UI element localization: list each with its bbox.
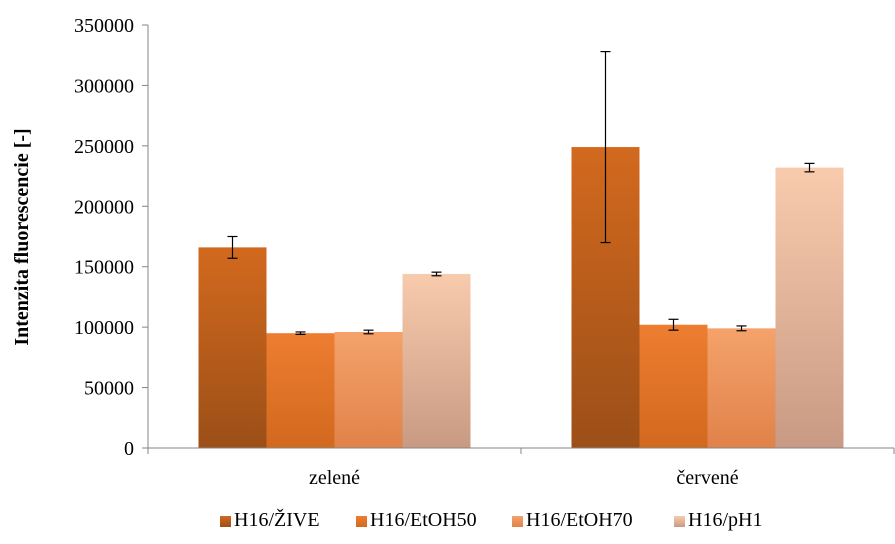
bar	[198, 247, 267, 448]
bar	[266, 333, 335, 448]
legend-label: H16/ŽIVE	[234, 508, 320, 531]
y-tick-label: 200000	[74, 196, 134, 218]
y-tick-label: 50000	[84, 378, 134, 400]
x-tick-label: zelené	[309, 467, 360, 489]
bar	[707, 328, 776, 448]
x-tick-label: červené	[676, 467, 738, 489]
y-tick-label: 300000	[74, 75, 134, 97]
legend-swatch	[512, 516, 523, 527]
y-tick-label: 350000	[74, 15, 134, 37]
y-tick-label: 100000	[74, 317, 134, 339]
bar	[639, 324, 708, 448]
legend: H16/ŽIVE H16/EtOH50 H16/EtOH70 H16/pH1	[220, 508, 762, 531]
legend-swatch	[674, 516, 685, 527]
bar	[334, 331, 403, 448]
y-tick-label: 150000	[74, 257, 134, 279]
y-axis-title: Intenzita fluorescencie [-]	[11, 128, 33, 345]
bar	[402, 273, 471, 448]
y-tick-label: 250000	[74, 136, 134, 158]
legend-swatch	[356, 516, 367, 527]
x-tick-labels: zelené červené	[147, 448, 895, 489]
error-bars-layer	[227, 50, 815, 335]
legend-label: H16/EtOH70	[526, 509, 633, 531]
legend-label: H16/pH1	[688, 509, 762, 531]
legend-label: H16/EtOH50	[370, 509, 477, 531]
legend-swatch	[220, 516, 231, 527]
bars-layer	[198, 147, 844, 448]
y-tick-label: 0	[124, 438, 134, 460]
bar	[775, 167, 844, 448]
y-tick-labels: 0 50000 100000 150000 200000 250000 300000 3500…	[74, 15, 148, 460]
